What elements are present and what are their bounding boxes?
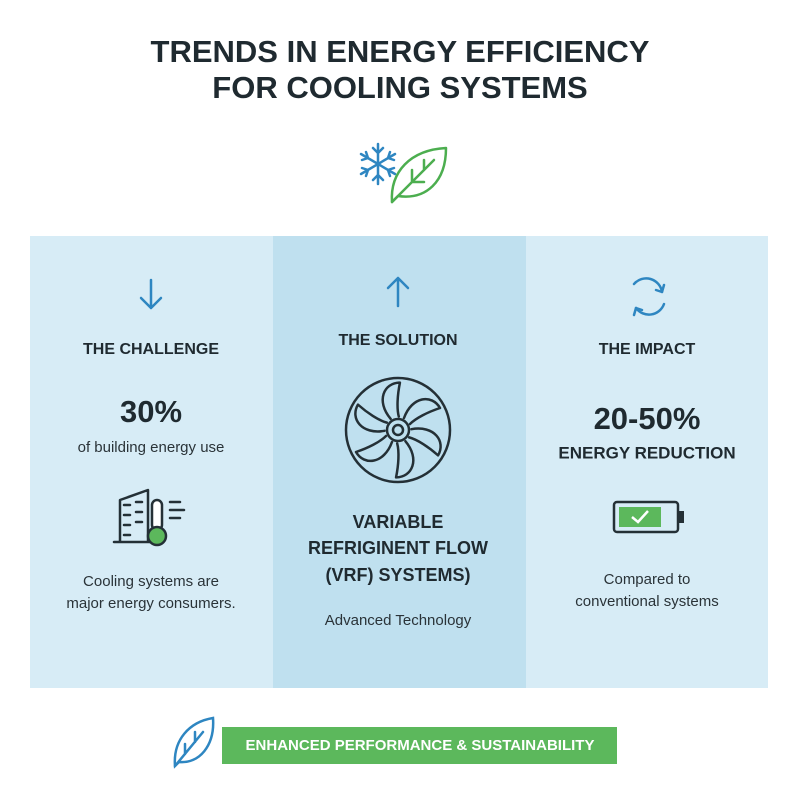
panel-description: major energy consumers.	[66, 595, 235, 612]
thermometer-bulb	[146, 525, 168, 547]
footer-leaf-icon-part	[173, 716, 215, 769]
footer-leaf-icon-part	[173, 730, 205, 768]
product-name: VARIABLE	[353, 512, 444, 532]
fan-icon-part-part	[407, 427, 442, 457]
title-line: FOR COOLING SYSTEMS	[212, 70, 587, 105]
fan-icon-part	[385, 417, 411, 443]
panel-stat-label: of building energy use	[78, 439, 225, 456]
cycle-icon-part	[632, 277, 666, 316]
fan-icon-part	[354, 381, 442, 479]
fan-icon-part	[344, 376, 452, 484]
down-arrow-icon-part	[139, 278, 163, 310]
footer-banner	[222, 727, 617, 764]
panel-heading: THE CHALLENGE	[83, 341, 219, 358]
panel-heading: THE SOLUTION	[338, 332, 457, 349]
snowflake-icon	[359, 142, 397, 186]
panel-background	[30, 236, 273, 688]
product-name: (VRF) SYSTEMS)	[325, 565, 470, 585]
fan-icon-part-part	[394, 439, 415, 479]
building-icon-part	[168, 500, 186, 520]
thermometer	[150, 498, 164, 532]
fan-icon-part-part	[402, 397, 442, 426]
footer-text: ENHANCED PERFORMANCE & SUSTAINABILITY	[246, 737, 595, 754]
panel-stat: 20-50%	[594, 401, 701, 436]
building-icon	[112, 488, 186, 547]
footer-leaf-icon	[173, 716, 215, 769]
battery-icon	[612, 500, 684, 534]
up-arrow-icon-part	[386, 276, 410, 308]
up-arrow-icon	[386, 276, 410, 308]
fan-icon-part-part	[354, 403, 389, 433]
panel-stat: 30%	[120, 394, 182, 429]
product-name: REFRIGINENT FLOW	[308, 538, 488, 558]
title-line: TRENDS IN ENERGY EFFICIENCY	[151, 34, 650, 69]
leaf-icon-part	[390, 146, 448, 204]
fan-icon	[344, 376, 452, 484]
battery-charge	[619, 507, 661, 527]
leaf-icon-part	[390, 158, 436, 204]
battery-body	[612, 500, 680, 534]
panel-description: conventional systems	[575, 593, 718, 610]
battery-tip	[679, 511, 684, 523]
fan-icon-part-part	[354, 434, 394, 463]
fan-icon-part-part	[381, 381, 402, 421]
fan-icon-part	[391, 423, 405, 437]
panel-stat-label: ENERGY REDUCTION	[558, 443, 735, 462]
panel-heading: THE IMPACT	[599, 341, 696, 358]
panel-description: Advanced Technology	[325, 612, 472, 629]
cycle-icon	[632, 277, 666, 317]
check-mark	[631, 510, 649, 524]
leaf-icon	[390, 146, 448, 204]
cycle-icon-part	[632, 283, 666, 317]
down-arrow-icon	[139, 278, 163, 310]
panel-background	[526, 236, 768, 688]
snowflake-icon-part	[360, 146, 396, 182]
panel-description: Cooling systems are	[83, 573, 219, 590]
panel-description: Compared to	[604, 571, 691, 588]
building-icon-part	[112, 488, 162, 544]
